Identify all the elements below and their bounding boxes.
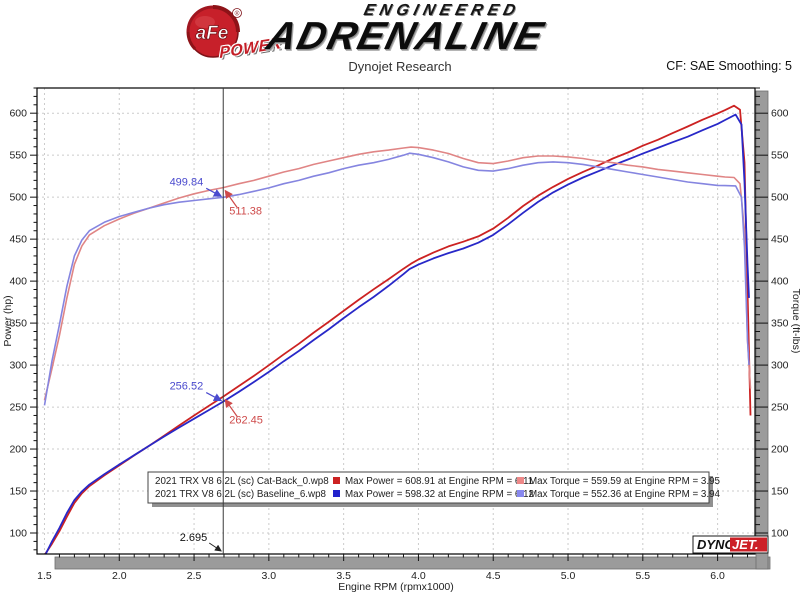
left-tick-label: 500 <box>9 192 27 204</box>
right-tick-label: 200 <box>771 444 789 456</box>
right-tick-label: 450 <box>771 234 789 246</box>
legend-run-1-max-power: Max Power = 608.91 at Engine RPM = 6.11 <box>345 476 533 487</box>
afe-power-logo: aFe ® POWER <box>183 4 301 66</box>
legend-run-2-file: 2021 TRX V8 6.2L (sc) Baseline_6.wp8 <box>155 489 327 500</box>
left-tick-label: 600 <box>9 108 27 120</box>
svg-text:aFe: aFe <box>196 23 229 44</box>
vertical-scrollbar[interactable] <box>755 90 769 570</box>
x-tick-label: 4.0 <box>411 570 426 582</box>
cursor-reading-arrow <box>224 398 238 417</box>
left-tick-label: 150 <box>9 486 27 498</box>
dynojet-red-badge <box>730 537 767 552</box>
header: aFe ® POWER ENGINEERED ADRENALINE Dynoje… <box>0 0 800 84</box>
dynojet-watermark: DYNO JET. <box>692 535 769 554</box>
dynojet-wordmark-jet: JET. <box>732 537 759 552</box>
legend-run-2-power-swatch <box>333 490 340 497</box>
cursor-reading-label: 256.52 <box>170 381 204 393</box>
curve-baseline-power <box>44 113 750 554</box>
left-tick-label: 250 <box>9 402 27 414</box>
brand-line-adrenaline: ADRENALINE <box>262 15 550 58</box>
x-tick-label: 3.5 <box>336 570 351 582</box>
cursor-reading-label: 511.38 <box>229 206 262 218</box>
cursor-x-arrow <box>208 542 222 552</box>
x-tick-label: 3.0 <box>262 570 277 582</box>
chart-subtitle: Dynojet Research <box>348 59 452 74</box>
right-tick-label: 300 <box>771 360 789 372</box>
left-axis-title: Power (hp) <box>2 295 14 346</box>
left-tick-label: 400 <box>9 276 27 288</box>
x-tick-label: 2.0 <box>112 570 127 582</box>
right-tick-label: 500 <box>771 192 789 204</box>
legend-run-1-max-torque: Max Torque = 559.59 at Engine RPM = 3.95 <box>529 476 721 487</box>
left-tick-label: 200 <box>9 444 27 456</box>
dyno-chart-area: 1.5 2.0 2.5 3.0 3.5 4.0 4.5 5.0 5.5 6.0 100 100 150 1… <box>0 85 800 600</box>
dynojet-wordmark-dyno: DYNO <box>697 537 735 552</box>
right-tick-label: 600 <box>771 108 789 120</box>
right-axis-title: Torque (ft-lbs) <box>790 289 800 354</box>
legend-box: 2021 TRX V8 6.2L (sc) Cat-Back_0.wp8 Max… <box>147 471 721 507</box>
x-axis-title: Engine RPM (rpmx1000) <box>338 581 454 593</box>
right-tick-label: 550 <box>771 150 789 162</box>
axis-titles: Power (hp) Torque (ft-lbs) Engine RPM (r… <box>2 289 800 593</box>
right-tick-label: 150 <box>771 486 789 498</box>
legend-run-1-power-swatch <box>333 477 340 484</box>
legend-run-2-max-power: Max Power = 598.32 at Engine RPM = 6.12 <box>345 489 534 500</box>
right-tick-label: 350 <box>771 318 789 330</box>
horizontal-scrollbar[interactable] <box>54 556 771 570</box>
afe-ball-icon: aFe ® <box>186 5 242 58</box>
x-tick-label: 5.5 <box>636 570 651 582</box>
axis-tick-labels: 1.5 2.0 2.5 3.0 3.5 4.0 4.5 5.0 5.5 6.0 100 100 150 1… <box>9 108 788 582</box>
right-tick-label: 100 <box>771 528 789 540</box>
x-tick-label: 1.5 <box>37 570 52 582</box>
x-tick-label: 6.0 <box>710 570 725 582</box>
dyno-chart: 1.5 2.0 2.5 3.0 3.5 4.0 4.5 5.0 5.5 6.0 100 100 150 1… <box>2 87 800 593</box>
brand-wordmark: ENGINEERED ADRENALINE <box>263 2 549 58</box>
left-tick-label: 550 <box>9 150 27 162</box>
left-tick-label: 100 <box>9 528 27 540</box>
legend-frame <box>147 471 710 504</box>
axis-ticks <box>30 87 768 561</box>
cursor-x-label: 2.695 <box>180 532 208 544</box>
x-tick-label: 5.0 <box>561 570 576 582</box>
svg-text:®: ® <box>235 10 240 18</box>
cursor-reading-label: 262.45 <box>229 415 263 427</box>
left-tick-label: 450 <box>9 234 27 246</box>
plot-border <box>36 87 756 555</box>
left-tick-label: 300 <box>9 360 27 372</box>
cursor-reading-label: 499.84 <box>170 176 204 188</box>
cursor-reading-arrow <box>205 392 223 402</box>
x-tick-label: 4.5 <box>486 570 501 582</box>
legend-run-2-torque-swatch <box>517 490 524 497</box>
dyno-curves <box>43 104 752 554</box>
cursor-reading-arrow <box>205 187 223 197</box>
legend-run-2-max-torque: Max Torque = 552.36 at Engine RPM = 3.94 <box>529 489 721 500</box>
cursor-reading-arrow <box>224 189 238 208</box>
smoothing-setting-label: CF: SAE Smoothing: 5 <box>666 59 792 73</box>
curve-baseline-torque <box>43 152 750 406</box>
legend-run-1-file: 2021 TRX V8 6.2L (sc) Cat-Back_0.wp8 <box>155 476 329 487</box>
legend-run-1-torque-swatch <box>517 477 524 484</box>
cursor-overlay[interactable]: 2.695 499.84 511.38 256.52 262.45 <box>170 88 263 554</box>
right-tick-label: 250 <box>771 402 789 414</box>
x-tick-label: 2.5 <box>187 570 202 582</box>
right-tick-label: 400 <box>771 276 789 288</box>
left-tick-label: 350 <box>9 318 27 330</box>
